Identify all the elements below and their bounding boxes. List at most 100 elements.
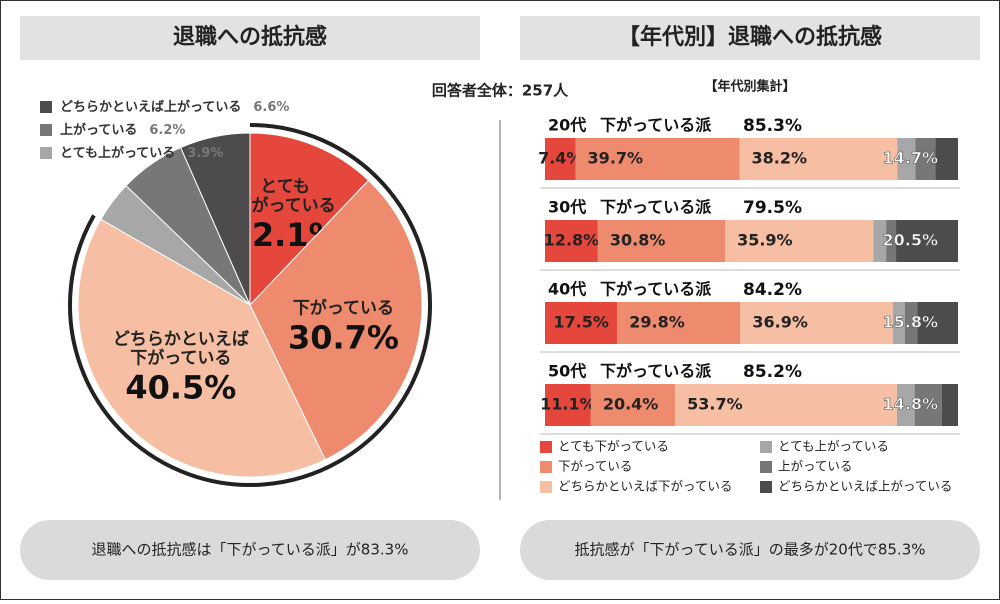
- chart-subtitle: 【年代別集計】: [704, 79, 795, 95]
- bar-segment: [740, 302, 893, 344]
- bar-segment: [545, 220, 598, 262]
- bar-segment: [914, 384, 942, 426]
- legend-value: 6.6%: [253, 100, 289, 115]
- bar-segment: [545, 384, 591, 426]
- bar-segment: [590, 384, 676, 426]
- category-label: 50代: [548, 362, 586, 381]
- bar-segment: [739, 138, 898, 180]
- group-total: 79.5%: [743, 198, 802, 218]
- bar-segment: [886, 220, 897, 262]
- segment-label: 53.7%: [687, 395, 743, 414]
- segment-label: 36.9%: [752, 313, 808, 332]
- bar-segment: [545, 138, 576, 180]
- bar-segment: [892, 302, 905, 344]
- legend-swatch: [760, 441, 772, 453]
- bar-segment: [935, 138, 958, 180]
- slice-label: とても: [260, 177, 310, 197]
- segment-label: 7.4%: [538, 149, 582, 168]
- legend-swatch: [540, 461, 552, 473]
- rest-total: 20.5%: [882, 231, 938, 250]
- note-pill: [20, 520, 480, 580]
- group-total: 85.2%: [743, 362, 802, 382]
- rest-total: 14.8%: [882, 395, 938, 414]
- title-bar: [520, 16, 980, 60]
- legend-swatch: [40, 101, 52, 113]
- legend-name: とても上がっている: [60, 145, 175, 161]
- segment-label: 30.8%: [610, 231, 666, 250]
- bar-segment: [873, 220, 887, 262]
- bar-segment: [725, 220, 874, 262]
- title-bar: [20, 16, 480, 60]
- group-arc: [68, 123, 432, 487]
- rest-total: 15.8%: [882, 313, 938, 332]
- bar-segment: [896, 220, 958, 262]
- legend-label: とても下がっている: [558, 439, 669, 454]
- legend-label: 下がっている: [558, 459, 632, 474]
- legend-label: どちらかといえば下がっている: [558, 479, 732, 494]
- group-name: 下がっている派: [600, 116, 712, 135]
- segment-label: 29.8%: [629, 313, 685, 332]
- bar-segment: [545, 302, 618, 344]
- legend-value: 3.9%: [187, 146, 223, 161]
- segment-label: 12.8%: [544, 231, 600, 250]
- group-name: 下がっている派: [600, 198, 712, 217]
- segment-label: 20.4%: [603, 395, 659, 414]
- chart-subtitle: 回答者全体：257人: [432, 82, 569, 100]
- segment-label: 17.5%: [553, 313, 609, 332]
- bar-segment: [904, 302, 918, 344]
- legend-swatch: [540, 481, 552, 493]
- bar-segment: [675, 384, 897, 426]
- segment-label: 11.1%: [540, 395, 596, 414]
- legend-value: 6.2%: [149, 123, 185, 138]
- slice-label: 下がっている: [130, 348, 231, 369]
- group-total: 84.2%: [743, 280, 802, 300]
- legend-label: とても上がっている: [778, 439, 889, 454]
- category-label: 30代: [548, 198, 586, 217]
- legend-label: とても上がっている 3.9%: [60, 145, 223, 161]
- bar-segment: [575, 138, 740, 180]
- segment-label: 38.2%: [752, 149, 808, 168]
- bar-segment: [617, 302, 741, 344]
- rest-total: 14.7%: [882, 149, 938, 168]
- bar-segment: [597, 220, 726, 262]
- bar-segment: [897, 138, 916, 180]
- legend-swatch: [760, 481, 772, 493]
- bar-segment: [917, 302, 958, 344]
- segment-label: 39.7%: [588, 149, 644, 168]
- group-total: 85.3%: [743, 116, 802, 136]
- pie-slice: [180, 132, 251, 306]
- legend-label: 上がっている: [778, 459, 852, 474]
- pie-slice: [249, 179, 423, 461]
- slice-value: 40.5%: [125, 369, 236, 407]
- category-label: 20代: [548, 116, 586, 135]
- group-name: 下がっている派: [600, 280, 712, 299]
- slice-label: 下がっている: [293, 298, 394, 319]
- chart-title: 退職への抵抗感: [173, 24, 327, 50]
- slice-label: 下がっている: [235, 195, 336, 216]
- pie-slice: [77, 218, 326, 478]
- note: 退職への抵抗感は「下がっている派」が83.3%: [92, 541, 409, 559]
- category-label: 40代: [548, 280, 586, 299]
- group-name: 下がっている派: [600, 362, 712, 381]
- slice-label: どちらかといえば: [113, 330, 249, 350]
- bar-segment: [896, 384, 915, 426]
- legend-name: どちらかといえば上がっている: [60, 99, 241, 115]
- legend-swatch: [40, 124, 52, 136]
- legend-swatch: [760, 461, 772, 473]
- legend-label: どちらかといえば上がっている 6.6%: [60, 99, 289, 115]
- chart-title: 【年代別】退職への抵抗感: [618, 24, 882, 50]
- segment-label: 35.9%: [737, 231, 793, 250]
- legend-swatch: [540, 441, 552, 453]
- legend-label: 上がっている 6.2%: [60, 122, 185, 138]
- legend-swatch: [40, 147, 52, 159]
- bar-segment: [941, 384, 958, 426]
- note: 抵抗感が「下がっている派」の最多が20代で85.3%: [575, 541, 926, 559]
- slice-value: 30.7%: [288, 319, 399, 357]
- legend-label: どちらかといえば上がっている: [778, 479, 952, 494]
- bar-segment: [915, 138, 936, 180]
- note-pill: [520, 520, 980, 580]
- legend-name: 上がっている: [60, 122, 137, 138]
- pie-slice: [249, 132, 370, 307]
